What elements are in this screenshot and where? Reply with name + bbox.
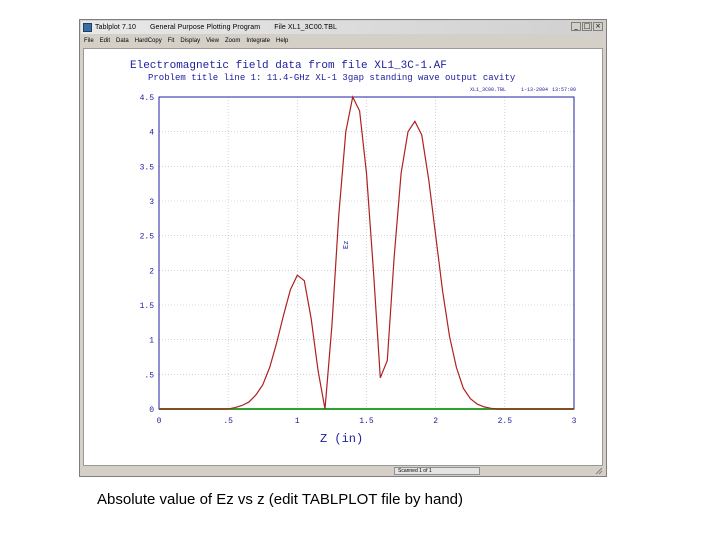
title-app: Tablplot 7.10 bbox=[95, 24, 136, 31]
minimize-button[interactable]: _ bbox=[571, 22, 581, 31]
plot-svg: Electromagnetic field data from file XL1… bbox=[130, 60, 577, 446]
y-tick-label: 1.5 bbox=[140, 302, 155, 311]
menu-zoom[interactable]: Zoom bbox=[224, 37, 241, 44]
resize-grip-icon[interactable] bbox=[595, 467, 603, 475]
x-tick-label: 0 bbox=[157, 417, 162, 426]
x-tick-label: 2 bbox=[433, 417, 438, 426]
y-tick-label: 2 bbox=[149, 267, 154, 276]
y-tick-label: 2.5 bbox=[140, 233, 155, 242]
y-tick-label: 4 bbox=[149, 129, 154, 138]
menu-fit[interactable]: Fit bbox=[167, 37, 175, 44]
status-record: Scanned 1 of 1 bbox=[394, 467, 480, 475]
menu-display[interactable]: Display bbox=[180, 37, 201, 44]
window-controls: _ □ × bbox=[571, 22, 603, 31]
grid bbox=[158, 96, 575, 410]
menu-integrate[interactable]: Integrate bbox=[246, 37, 271, 44]
plot-canvas[interactable]: Electromagnetic field data from file XL1… bbox=[83, 48, 603, 466]
status-bar: Scanned 1 of 1 bbox=[83, 467, 603, 475]
plot-title: Electromagnetic field data from file XL1… bbox=[130, 60, 447, 72]
title-file: File XL1_3C00.TBL bbox=[274, 24, 337, 31]
title-program: General Purpose Plotting Program bbox=[150, 24, 261, 31]
y-tick-label: 1 bbox=[149, 337, 154, 346]
file-tag: XL1_3C00.TBL bbox=[470, 87, 506, 93]
maximize-button[interactable]: □ bbox=[582, 22, 592, 31]
y-tick-label: 3.5 bbox=[140, 163, 155, 172]
tick-labels: 0 .5 1 1.5 2 2.5 3 0 .5 1 1.5 2 2.5 3 3.5 4 4.5 bbox=[140, 94, 577, 426]
app-icon bbox=[83, 23, 92, 32]
y-tick-label: 4.5 bbox=[140, 94, 155, 103]
tablplot-window: Tablplot 7.10 General Purpose Plotting Pr… bbox=[79, 19, 607, 477]
ez-curve bbox=[159, 95, 574, 410]
menu-view[interactable]: View bbox=[206, 37, 219, 44]
slide-caption: Absolute value of Ez vs z (edit TABLPLOT… bbox=[97, 491, 464, 508]
time-tag: 13:57:00 bbox=[552, 87, 576, 93]
x-tick-label: .5 bbox=[223, 417, 233, 426]
close-button[interactable]: × bbox=[593, 22, 603, 31]
curve-label: Ez bbox=[343, 241, 351, 249]
problem-title: Problem title line 1: 11.4-GHz XL-1 3gap… bbox=[148, 73, 516, 83]
x-tick-label: 2.5 bbox=[498, 417, 513, 426]
y-tick-label: 0 bbox=[149, 406, 154, 415]
y-tick-label: 3 bbox=[149, 198, 154, 207]
window-title: Tablplot 7.10 General Purpose Plotting Pr… bbox=[95, 24, 351, 31]
title-bar[interactable]: Tablplot 7.10 General Purpose Plotting Pr… bbox=[81, 21, 605, 34]
menu-edit[interactable]: Edit bbox=[99, 37, 111, 44]
x-tick-label: 1 bbox=[295, 417, 300, 426]
x-axis-label: Z (in) bbox=[320, 432, 363, 446]
menu-help[interactable]: Help bbox=[276, 37, 289, 44]
x-tick-label: 1.5 bbox=[359, 417, 374, 426]
menu-hardcopy[interactable]: HardCopy bbox=[134, 37, 162, 44]
y-tick-label: .5 bbox=[144, 371, 154, 380]
menu-bar: File Edit Data HardCopy Fit Display View… bbox=[81, 35, 605, 46]
menu-file[interactable]: File bbox=[84, 37, 94, 44]
menu-data[interactable]: Data bbox=[116, 37, 129, 44]
x-tick-label: 3 bbox=[572, 417, 577, 426]
date-tag: 1-13-2004 bbox=[521, 87, 548, 93]
